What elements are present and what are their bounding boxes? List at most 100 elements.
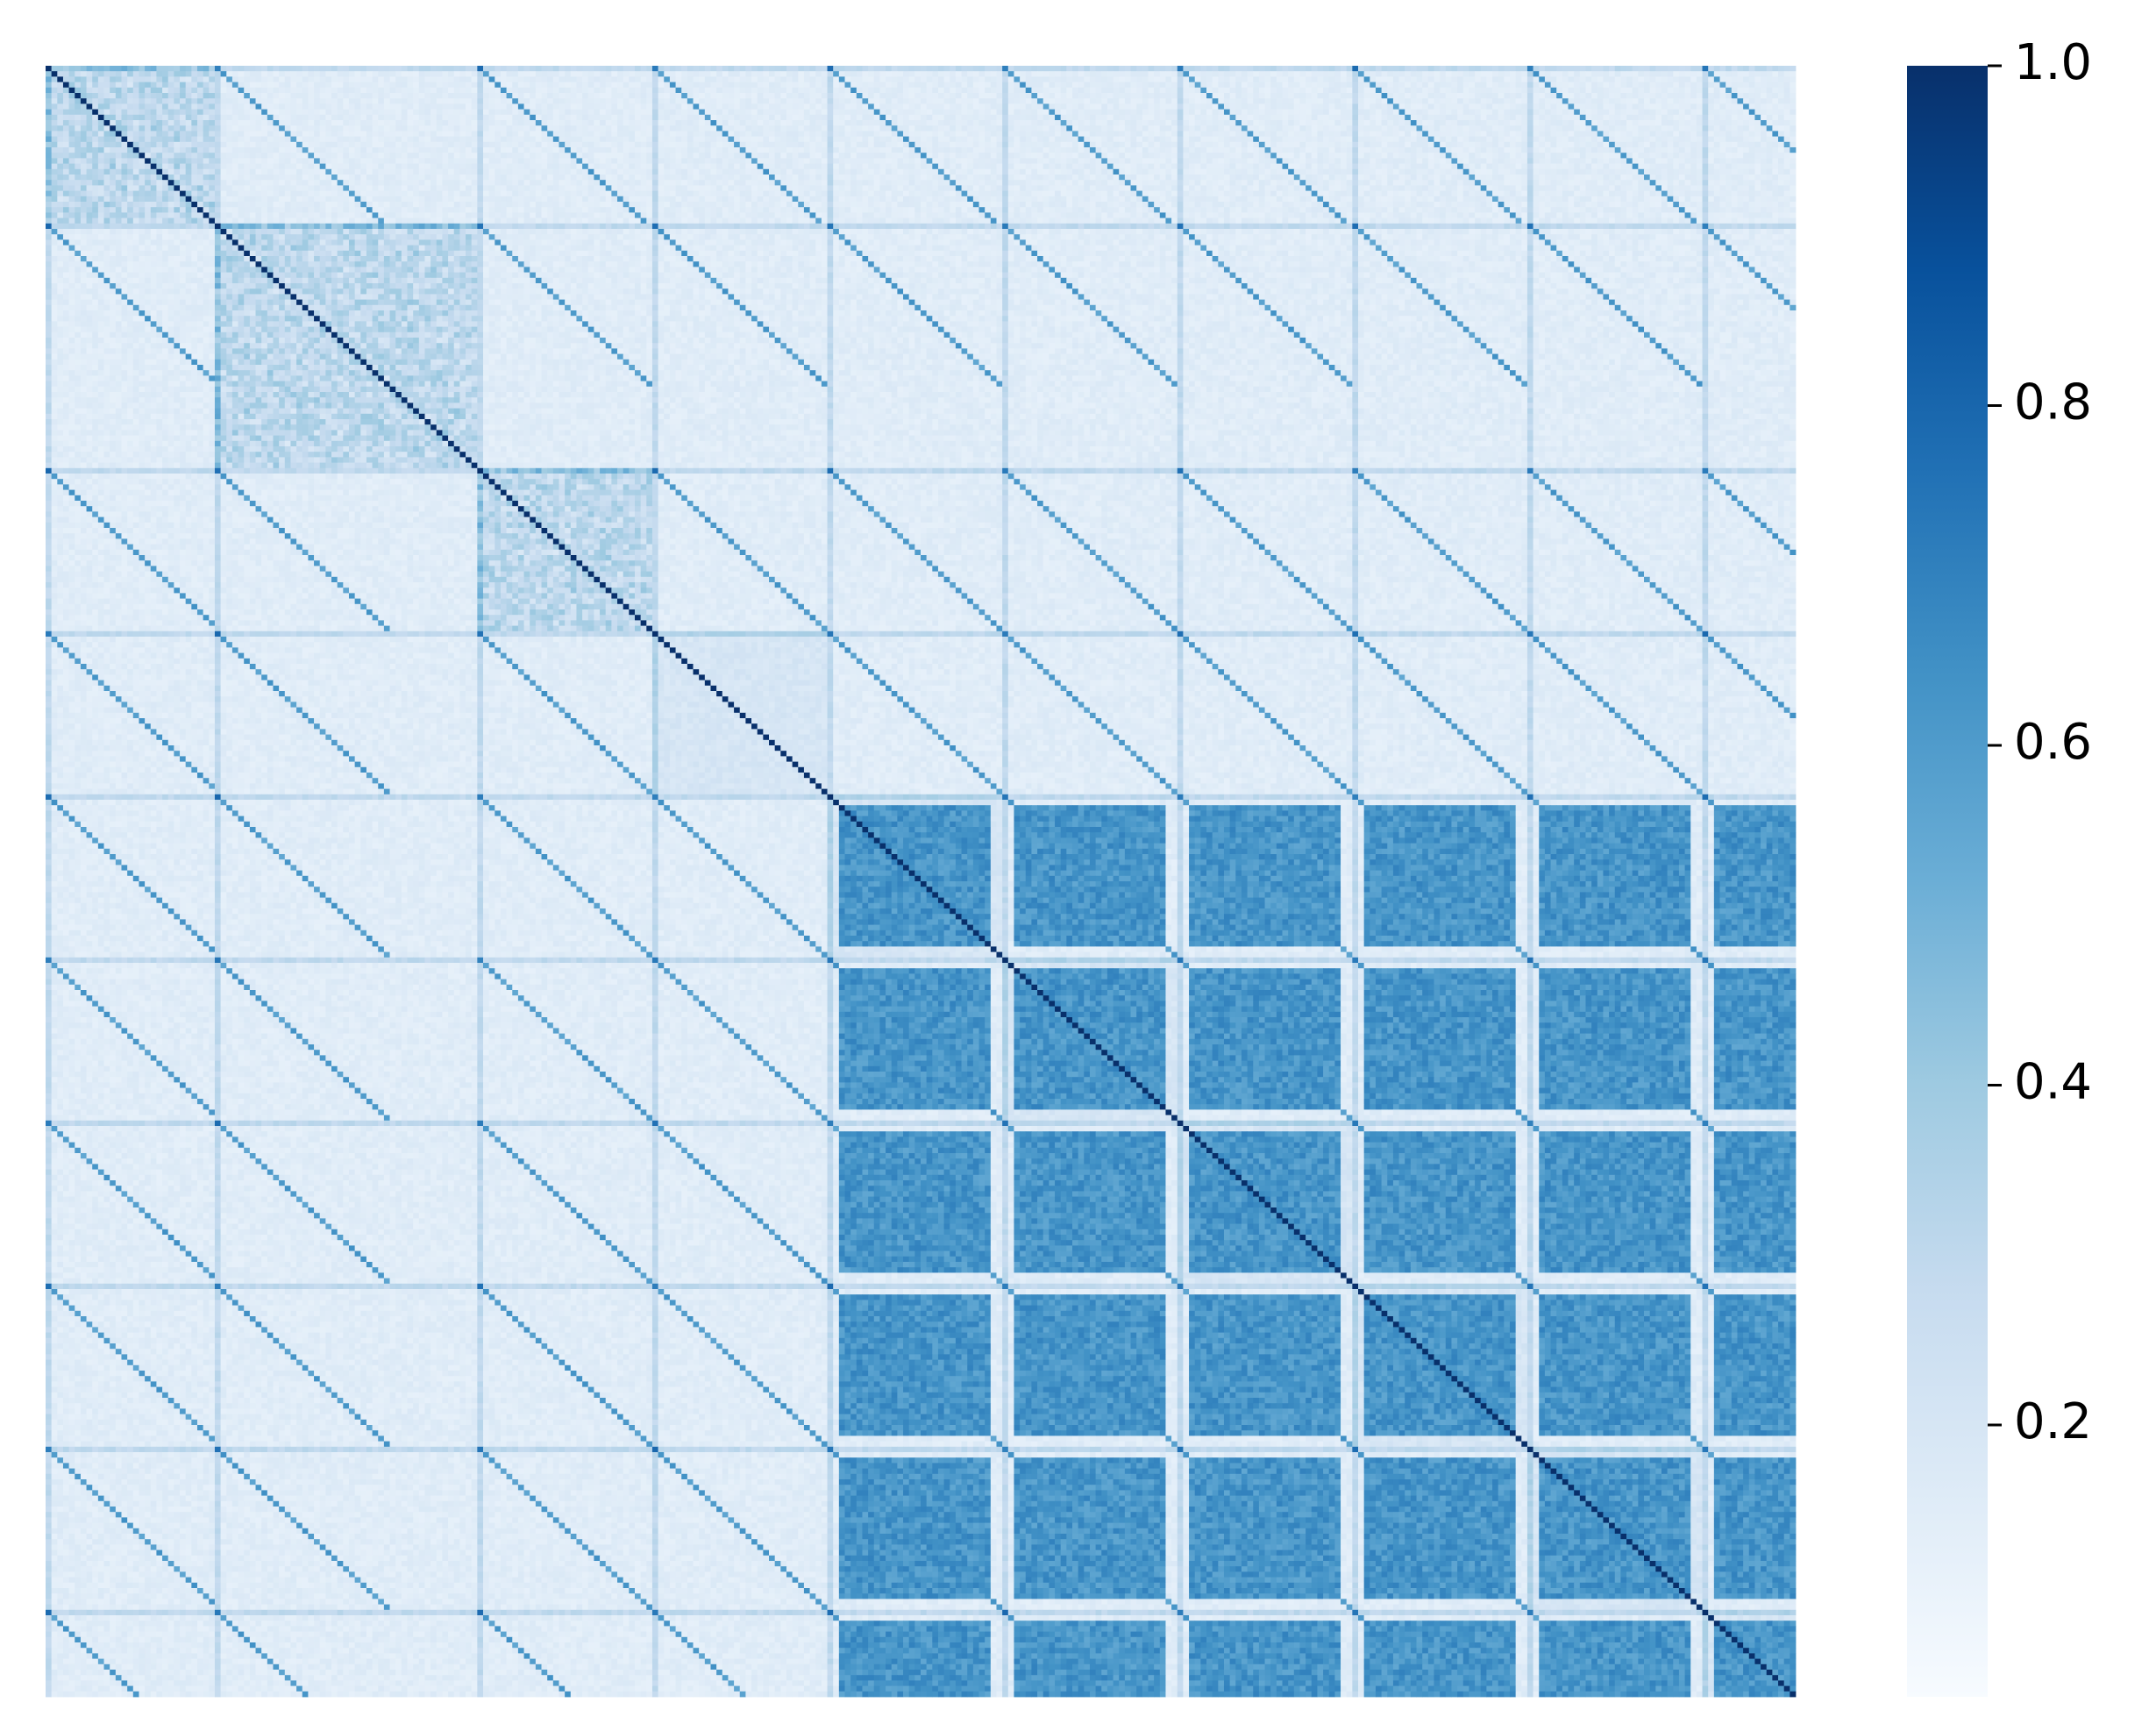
heatmap-cell	[1049, 82, 1055, 89]
heatmap-cell	[833, 82, 839, 89]
heatmap-cell	[1055, 76, 1061, 82]
heatmap-cell	[1585, 66, 1591, 72]
heatmap-cell	[331, 76, 338, 82]
heatmap-cell	[466, 71, 472, 77]
heatmap-cell	[1481, 71, 1487, 77]
heatmap-cell	[547, 76, 553, 82]
heatmap-cell	[664, 82, 670, 89]
heatmap-cell	[775, 76, 781, 82]
heatmap-cell	[862, 82, 868, 89]
heatmap-cell	[466, 88, 472, 94]
heatmap-cell	[932, 71, 938, 77]
heatmap-cell	[1481, 76, 1487, 82]
heatmap-cell	[1148, 66, 1154, 72]
heatmap-cell	[1043, 71, 1050, 77]
heatmap-cell	[1668, 71, 1674, 77]
heatmap-cell	[1195, 66, 1201, 72]
heatmap-cell	[1556, 76, 1562, 82]
heatmap-cell	[611, 71, 617, 77]
heatmap-cell	[1096, 82, 1102, 89]
heatmap-cell	[1527, 76, 1533, 82]
heatmap-cell	[1650, 66, 1656, 72]
heatmap-cell	[716, 71, 722, 77]
heatmap-cell	[833, 71, 839, 77]
heatmap-cell	[582, 88, 588, 94]
heatmap-cell	[1481, 82, 1487, 89]
heatmap-cell	[594, 71, 600, 77]
heatmap-cell	[1253, 82, 1259, 89]
heatmap-cell	[121, 66, 127, 72]
heatmap-cell	[256, 71, 262, 77]
heatmap-cell	[477, 71, 483, 77]
heatmap-cell	[1504, 82, 1510, 89]
heatmap-cell	[862, 71, 868, 77]
heatmap-cell	[168, 88, 174, 94]
heatmap-cell	[973, 66, 979, 72]
heatmap-cell	[1703, 76, 1709, 82]
heatmap-cell	[1178, 71, 1184, 77]
heatmap-cell	[868, 66, 874, 72]
heatmap-cell	[1125, 76, 1131, 82]
heatmap-cell	[822, 88, 828, 94]
heatmap-cell	[582, 76, 588, 82]
heatmap-cell	[857, 88, 863, 94]
heatmap-cell	[495, 71, 501, 77]
heatmap-cell	[46, 76, 52, 82]
heatmap-cell	[349, 82, 355, 89]
heatmap-cell	[1790, 76, 1796, 82]
heatmap-cell	[518, 88, 524, 94]
heatmap-cell	[1697, 71, 1703, 77]
heatmap-cell	[174, 76, 180, 82]
heatmap-cell	[892, 76, 898, 82]
heatmap-cell	[1090, 76, 1096, 82]
heatmap-cell	[197, 88, 203, 94]
heatmap-cell	[408, 76, 414, 82]
heatmap-cell	[419, 76, 425, 82]
heatmap-cell	[780, 88, 786, 94]
heatmap-cell	[180, 88, 186, 94]
heatmap-cell	[1767, 66, 1773, 72]
heatmap-cell	[833, 88, 839, 94]
heatmap-cell	[454, 71, 460, 77]
heatmap-cell	[1114, 76, 1120, 82]
heatmap-cell	[174, 71, 180, 77]
heatmap-cell	[1323, 71, 1329, 77]
heatmap-cell	[1171, 82, 1178, 89]
heatmap-cell	[1283, 71, 1289, 77]
heatmap-cell	[1265, 76, 1271, 82]
heatmap-cell	[1749, 71, 1755, 77]
heatmap-cell	[1049, 76, 1055, 82]
heatmap-cell	[646, 88, 652, 94]
heatmap-cell	[1037, 82, 1043, 89]
heatmap-cell	[705, 88, 711, 94]
heatmap-cell	[956, 82, 962, 89]
heatmap-cell	[1020, 66, 1026, 72]
heatmap-cell	[751, 76, 758, 82]
heatmap-cell	[1417, 76, 1423, 82]
heatmap-cell	[857, 66, 863, 72]
heatmap-cell	[1329, 82, 1335, 89]
heatmap-cell	[815, 76, 822, 82]
heatmap-cell	[793, 76, 799, 82]
heatmap-cell	[740, 66, 746, 72]
heatmap-cell	[238, 66, 245, 72]
heatmap-cell	[629, 76, 635, 82]
heatmap-cell	[1434, 71, 1440, 77]
heatmap-cell	[1411, 66, 1417, 72]
heatmap-cell	[104, 82, 110, 89]
heatmap-cell	[69, 66, 75, 72]
heatmap-cell	[191, 76, 197, 82]
heatmap-cell	[501, 76, 507, 82]
heatmap-cell	[1299, 76, 1306, 82]
heatmap-cell	[1107, 82, 1114, 89]
heatmap-cell	[384, 76, 390, 82]
heatmap-cell	[996, 66, 1002, 72]
heatmap-cell	[921, 66, 927, 72]
heatmap-cell	[967, 76, 973, 82]
heatmap-cell	[1090, 82, 1096, 89]
heatmap-cell	[424, 76, 430, 82]
heatmap-cell	[290, 76, 296, 82]
heatmap-cell	[1002, 66, 1008, 72]
heatmap-cell	[1685, 71, 1691, 77]
